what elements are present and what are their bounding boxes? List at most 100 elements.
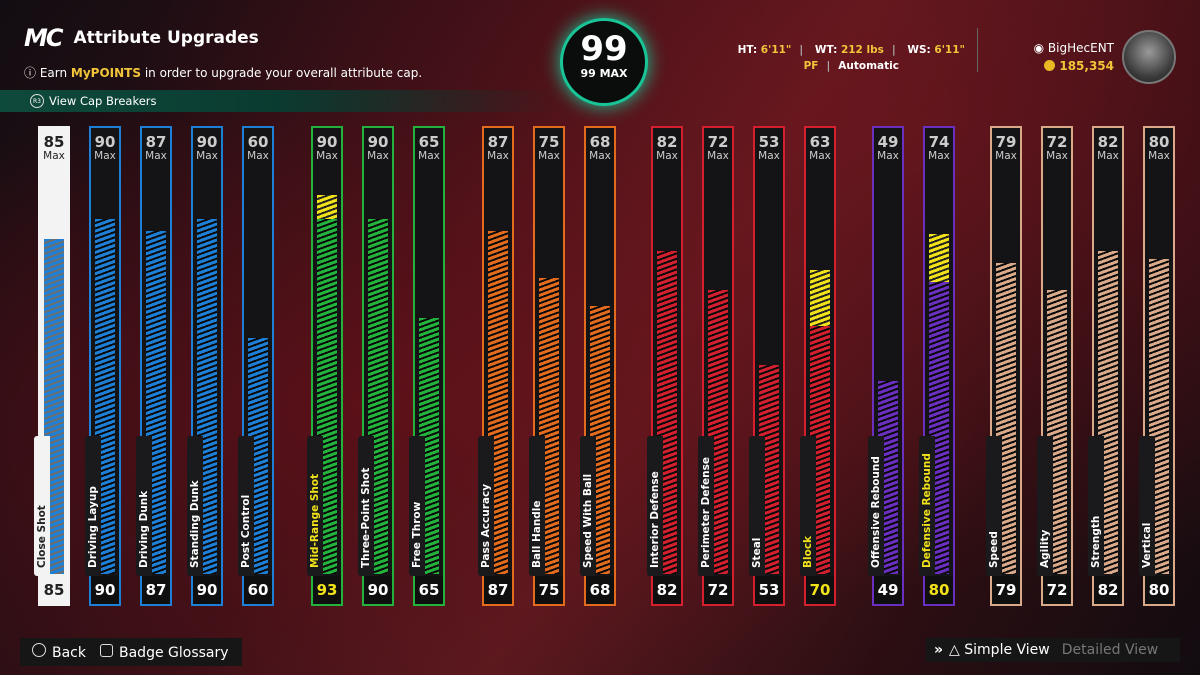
- attribute-column[interactable]: 87 Max Driving Dunk 87: [136, 126, 172, 606]
- attribute-column[interactable]: 65 Max Free Throw 65: [409, 126, 445, 606]
- attribute-column[interactable]: 75 Max Ball Handle 75: [529, 126, 565, 606]
- attribute-column[interactable]: 79 Max Speed 79: [986, 126, 1022, 606]
- attribute-value: 82: [653, 576, 681, 604]
- cap-value: 68: [589, 133, 611, 151]
- wingspan-value: 6'11": [934, 44, 965, 56]
- attribute-name: Steal: [751, 537, 763, 568]
- attribute-name: Mid-Range Shot: [309, 473, 321, 568]
- label-tab: [478, 436, 494, 576]
- attribute-name: Interior Defense: [649, 471, 661, 568]
- player-info: HT: 6'11" | WT: 212 lbs | WS: 6'11" PF | Aut…: [737, 44, 965, 72]
- cap-value: 90: [367, 133, 389, 151]
- attribute-value: 82: [1094, 576, 1122, 604]
- attribute-column[interactable]: 72 Max Perimeter Defense 72: [698, 126, 734, 606]
- attribute-column[interactable]: 90 Max Mid-Range Shot 93: [307, 126, 343, 606]
- attribute-name-label: Ball Handle: [531, 438, 545, 568]
- attribute-name-label: Close Shot: [36, 438, 50, 568]
- cap-label: Max: [538, 150, 560, 162]
- view-toggle: » △ Simple View Detailed View: [926, 638, 1180, 662]
- cap-label: Max: [94, 150, 116, 162]
- attribute-column[interactable]: 82 Max Strength 82: [1088, 126, 1124, 606]
- attribute-column[interactable]: 82 Max Interior Defense 82: [647, 126, 683, 606]
- attribute-column[interactable]: 90 Max Three-Point Shot 90: [358, 126, 394, 606]
- attribute-cap: 65 Max: [415, 134, 443, 162]
- badge-glossary-button[interactable]: Badge Glossary: [100, 643, 229, 661]
- cap-label: Max: [877, 150, 899, 162]
- attribute-column[interactable]: 90 Max Standing Dunk 90: [187, 126, 223, 606]
- cap-value: 75: [538, 133, 560, 151]
- attribute-value: 60: [244, 576, 272, 604]
- attribute-column[interactable]: 63 Max Block 70: [800, 126, 836, 606]
- attribute-column[interactable]: 68 Max Speed With Ball 68: [580, 126, 616, 606]
- attribute-cap: 68 Max: [586, 134, 614, 162]
- cap-value: 63: [809, 133, 831, 151]
- cap-value: 90: [196, 133, 218, 151]
- label-tab: [580, 436, 596, 576]
- attribute-column[interactable]: 53 Max Steal 53: [749, 126, 785, 606]
- avatar: [1122, 30, 1176, 84]
- mode-value: Automatic: [838, 60, 899, 72]
- attribute-value: 87: [484, 576, 512, 604]
- attribute-name-label: Vertical: [1141, 438, 1155, 568]
- square-button-icon: [100, 643, 113, 657]
- attribute-name-label: Post Control: [240, 438, 254, 568]
- attribute-column[interactable]: 80 Max Vertical 80: [1139, 126, 1175, 606]
- attribute-column[interactable]: 72 Max Agility 72: [1037, 126, 1073, 606]
- attribute-cap: 82 Max: [653, 134, 681, 162]
- label-tab: [238, 436, 254, 576]
- attribute-name: Perimeter Defense: [700, 456, 712, 568]
- attribute-cap: 82 Max: [1094, 134, 1122, 162]
- attribute-column[interactable]: 60 Max Post Control 60: [238, 126, 274, 606]
- cap-value: 65: [418, 133, 440, 151]
- attribute-column[interactable]: 90 Max Driving Layup 90: [85, 126, 121, 606]
- label-tab: [698, 436, 714, 576]
- attribute-column[interactable]: 85 Max Close Shot 85: [34, 126, 70, 606]
- attribute-cap: 75 Max: [535, 134, 563, 162]
- attribute-name-label: Three-Point Shot: [360, 438, 374, 568]
- attribute-cap: 90 Max: [193, 134, 221, 162]
- attribute-name: Driving Dunk: [138, 490, 150, 568]
- attribute-cap: 74 Max: [925, 134, 953, 162]
- attribute-cap: 90 Max: [313, 134, 341, 162]
- cap-label: Max: [367, 150, 389, 162]
- attribute-name-label: Perimeter Defense: [700, 438, 714, 568]
- attribute-value: 90: [364, 576, 392, 604]
- overall-rating-badge: 99 99 MAX: [560, 18, 648, 106]
- cap-label: Max: [43, 150, 65, 162]
- attribute-column[interactable]: 87 Max Pass Accuracy 87: [478, 126, 514, 606]
- attribute-name: Offensive Rebound: [870, 456, 882, 568]
- attribute-name: Defensive Rebound: [921, 453, 933, 568]
- mypoints-highlight: MyPOINTS: [70, 66, 142, 80]
- attribute-value: 90: [91, 576, 119, 604]
- attribute-column[interactable]: 74 Max Defensive Rebound 80: [919, 126, 955, 606]
- attribute-name-label: Defensive Rebound: [921, 438, 935, 568]
- label-tab: [358, 436, 374, 576]
- cap-value: 87: [487, 133, 509, 151]
- attribute-name-label: Offensive Rebound: [870, 438, 884, 568]
- cap-value: 90: [94, 133, 116, 151]
- cap-label: Max: [809, 150, 831, 162]
- attribute-column[interactable]: 49 Max Offensive Rebound 49: [868, 126, 904, 606]
- back-button[interactable]: Back: [32, 643, 86, 661]
- attribute-value: 49: [874, 576, 902, 604]
- attribute-value: 70: [806, 576, 834, 604]
- attribute-name: Speed: [988, 531, 1000, 568]
- attribute-name: Post Control: [240, 494, 252, 568]
- label-tab: [868, 436, 884, 576]
- cap-label: Max: [1097, 150, 1119, 162]
- view-cap-breakers-button[interactable]: R3 View Cap Breakers: [0, 90, 560, 112]
- cap-value: 85: [43, 133, 65, 151]
- attribute-cap: 49 Max: [874, 134, 902, 162]
- weight-value: 212 lbs: [840, 44, 884, 56]
- detailed-view-button[interactable]: Detailed View: [1061, 642, 1159, 658]
- cap-label: Max: [418, 150, 440, 162]
- cap-label: Max: [145, 150, 167, 162]
- cap-value: 74: [928, 133, 950, 151]
- subtitle: ⓘ Earn MyPOINTS in order to upgrade your…: [24, 66, 423, 80]
- cap-value: 82: [1097, 133, 1119, 151]
- cap-label: Max: [487, 150, 509, 162]
- info-icon: ⓘ: [24, 66, 40, 80]
- footer-left: Back Badge Glossary: [20, 638, 242, 666]
- cap-value: 90: [316, 133, 338, 151]
- simple-view-button[interactable]: △ Simple View: [949, 642, 1050, 658]
